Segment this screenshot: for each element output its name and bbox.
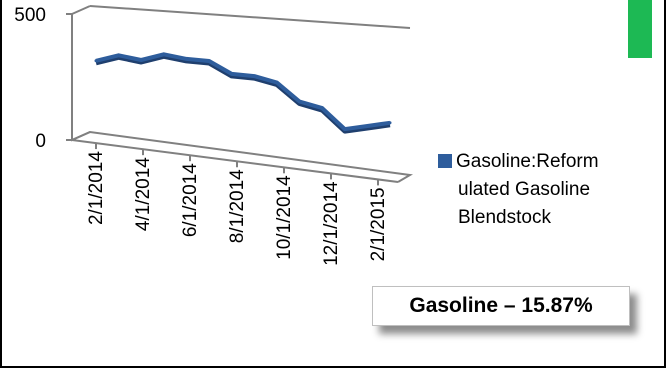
x-tick-label: 2/1/2014: [86, 151, 107, 225]
legend-swatch: [438, 154, 452, 168]
data-point-0: [94, 59, 98, 63]
x-tick-label: 12/1/2014: [321, 181, 342, 266]
chart-left-wall: [71, 5, 91, 142]
series-line-gasoline: [95, 52, 391, 132]
series-line-shadow: [95, 53, 391, 134]
data-point-6: [230, 72, 234, 76]
x-tick-label: 10/1/2014: [274, 175, 295, 260]
legend-label-line-3: Blendstock: [458, 207, 551, 228]
chart-back-wall: [89, 5, 411, 29]
data-point-7: [252, 74, 256, 78]
data-point-8: [275, 81, 279, 84]
data-point-2: [139, 58, 143, 62]
data-point-4: [185, 57, 188, 61]
y-tick-label-min: 0: [35, 131, 46, 152]
legend-label-line-1: Gasoline:Reform: [456, 151, 599, 172]
x-axis-line: [71, 139, 399, 183]
chart-floor: [71, 130, 414, 183]
data-point-12: [365, 124, 369, 128]
legend-entry: Gasoline:Reform: [438, 148, 648, 176]
x-tick-label: 8/1/2014: [227, 169, 248, 243]
data-point-10: [320, 106, 324, 110]
legend: Gasoline:Reform ulated Gasoline Blendsto…: [438, 148, 648, 232]
y-tick-label-max: 500: [14, 5, 46, 26]
data-point-5: [207, 59, 211, 63]
y-axis-tick-labels: 500 0: [14, 5, 46, 152]
gasoline-share-callout: Gasoline – 15.87%: [372, 286, 630, 326]
x-tick-label: 2/1/2015: [368, 187, 389, 261]
x-tick-label: 4/1/2014: [133, 157, 154, 231]
accent-bar: [628, 0, 652, 58]
callout-text: Gasoline – 15.87%: [409, 294, 593, 317]
data-point-9: [298, 100, 301, 103]
x-tick-label: 6/1/2014: [180, 163, 201, 237]
data-point-11: [343, 127, 347, 131]
series-layer: [94, 52, 392, 134]
x-axis-ticks: 2/1/2014 4/1/2014 6/1/2014 8/1/2014 10/1/201…: [86, 143, 389, 266]
legend-label-line-2: ulated Gasoline: [458, 179, 591, 200]
data-point-1: [117, 53, 121, 57]
data-point-3: [162, 52, 166, 56]
data-point-13: [388, 121, 392, 125]
